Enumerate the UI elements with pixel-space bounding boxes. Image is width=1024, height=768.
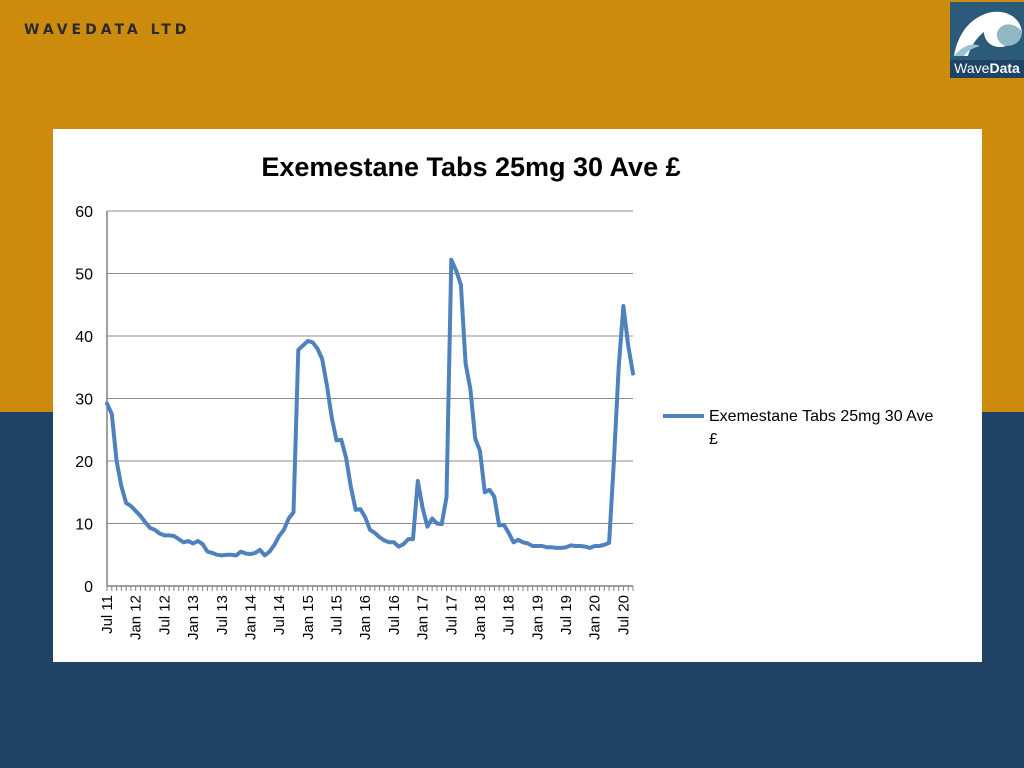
logo-wordmark: WaveData [954, 60, 1020, 76]
chart-legend: Exemestane Tabs 25mg 30 Ave £ [663, 408, 934, 448]
x-tick-label: Jul 20 [615, 595, 632, 635]
x-tick-label: Jan 17 [415, 595, 432, 640]
x-tick-label: Jan 20 [587, 595, 604, 640]
x-tick-label: Jul 11 [99, 595, 116, 634]
x-tick-label: Jul 12 [156, 595, 173, 635]
x-tick-label: Jul 17 [443, 595, 460, 635]
chart-panel: Exemestane Tabs 25mg 30 Ave £ 0 10 20 30 40 5… [53, 129, 982, 662]
x-tick-label: Jan 16 [357, 595, 374, 640]
x-tick-label: Jul 18 [501, 595, 518, 635]
wave-logo-icon [950, 2, 1024, 60]
x-tick-label: Jul 19 [558, 595, 575, 635]
x-tick-label: Jul 13 [214, 595, 231, 635]
x-tick-label: Jul 16 [386, 595, 403, 635]
y-tick-label: 10 [75, 517, 93, 534]
series-line [105, 257, 635, 558]
chart-title: Exemestane Tabs 25mg 30 Ave £ [261, 152, 680, 182]
y-tick-label: 40 [75, 329, 93, 346]
x-tick-label: Jul 14 [271, 595, 288, 635]
x-tick-label: Jan 14 [242, 595, 259, 640]
x-tick-label: Jan 13 [185, 595, 202, 640]
y-tick-label: 30 [75, 392, 93, 409]
legend-label: Exemestane Tabs 25mg 30 Ave [709, 408, 934, 425]
x-tick-label: Jan 18 [472, 595, 489, 640]
x-tick-label: Jan 12 [128, 595, 145, 640]
company-name: WAVEDATA LTD [24, 22, 191, 38]
wavedata-logo: WaveData [950, 2, 1024, 78]
y-tick-label: 20 [75, 454, 93, 471]
x-tick-label: Jan 15 [300, 595, 317, 640]
x-tick-label: Jan 19 [529, 595, 546, 640]
y-tick-label: 50 [75, 267, 93, 284]
x-tick-label: Jul 15 [329, 595, 346, 635]
y-tick-label: 60 [75, 204, 93, 221]
y-tick-label: 0 [84, 579, 93, 596]
legend-label-cont: £ [709, 431, 718, 448]
line-chart: Exemestane Tabs 25mg 30 Ave £ 0 10 20 30 40 5… [75, 152, 934, 640]
